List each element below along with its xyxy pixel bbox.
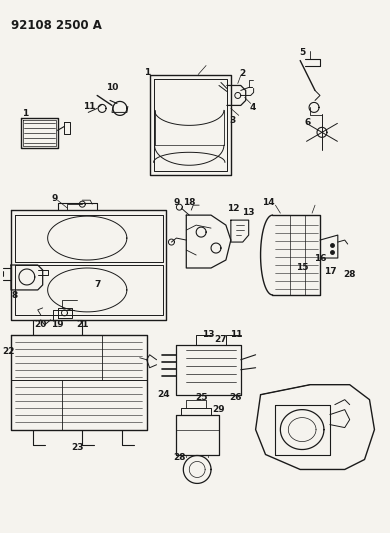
Text: 5: 5 bbox=[299, 48, 305, 57]
Text: 10: 10 bbox=[106, 83, 118, 92]
Text: 20: 20 bbox=[35, 320, 47, 329]
Text: 8: 8 bbox=[12, 292, 18, 301]
Text: 92108 2500 A: 92108 2500 A bbox=[11, 19, 102, 31]
Text: 13: 13 bbox=[243, 208, 255, 216]
Text: 23: 23 bbox=[71, 443, 83, 452]
Text: 29: 29 bbox=[213, 405, 225, 414]
Text: 1: 1 bbox=[144, 68, 150, 77]
Text: 16: 16 bbox=[314, 254, 326, 263]
Text: 9: 9 bbox=[173, 198, 179, 207]
Text: 7: 7 bbox=[94, 280, 100, 289]
Text: 11: 11 bbox=[83, 102, 96, 111]
Text: 9: 9 bbox=[51, 193, 58, 203]
Text: 26: 26 bbox=[230, 393, 242, 402]
Text: 14: 14 bbox=[262, 198, 275, 207]
Text: 3: 3 bbox=[230, 116, 236, 125]
Text: 22: 22 bbox=[2, 348, 14, 356]
Text: 25: 25 bbox=[195, 393, 207, 402]
Text: 19: 19 bbox=[51, 320, 64, 329]
Text: 12: 12 bbox=[227, 204, 239, 213]
Text: 15: 15 bbox=[296, 263, 308, 272]
Text: 2: 2 bbox=[239, 69, 246, 78]
Text: 28: 28 bbox=[344, 270, 356, 279]
Text: 13: 13 bbox=[202, 330, 214, 340]
Text: 18: 18 bbox=[183, 198, 195, 207]
Text: 21: 21 bbox=[76, 320, 89, 329]
Text: 27: 27 bbox=[215, 335, 227, 344]
Text: 1: 1 bbox=[22, 109, 28, 118]
Text: 24: 24 bbox=[157, 390, 170, 399]
Text: 28: 28 bbox=[173, 453, 186, 462]
Text: 6: 6 bbox=[305, 118, 311, 127]
Text: 17: 17 bbox=[324, 268, 336, 277]
Text: 4: 4 bbox=[250, 103, 256, 112]
Text: 11: 11 bbox=[230, 330, 242, 340]
